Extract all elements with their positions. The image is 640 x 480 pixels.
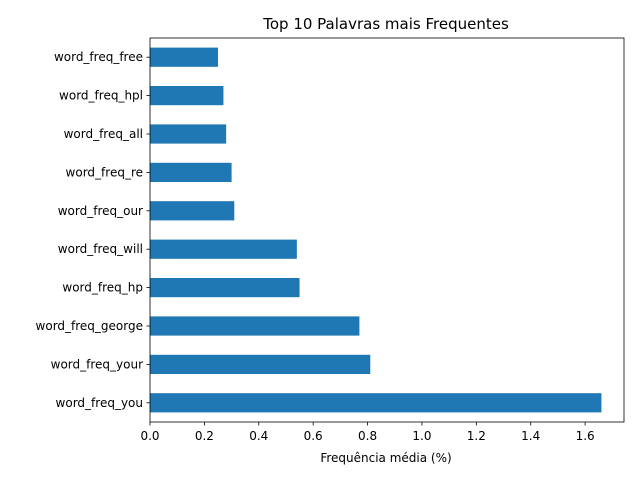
y-tick-label: word_freq_you bbox=[56, 396, 143, 410]
y-tick-label: word_freq_hpl bbox=[59, 89, 143, 103]
bar bbox=[150, 354, 371, 374]
y-tick-label: word_freq_your bbox=[51, 357, 143, 371]
x-tick-label: 0.0 bbox=[140, 429, 159, 443]
x-tick-label: 0.2 bbox=[195, 429, 214, 443]
y-tick-label: word_freq_hp bbox=[62, 281, 143, 295]
x-axis-title: Frequência média (%) bbox=[320, 451, 451, 465]
x-tick-label: 0.4 bbox=[249, 429, 268, 443]
bar bbox=[150, 162, 232, 182]
x-tick-label: 1.0 bbox=[412, 429, 431, 443]
x-tick-label: 1.2 bbox=[467, 429, 486, 443]
bar bbox=[150, 86, 224, 106]
y-tick-label: word_freq_george bbox=[36, 319, 143, 333]
y-tick-label: word_freq_our bbox=[58, 204, 143, 218]
x-tick-label: 0.6 bbox=[304, 429, 323, 443]
x-tick-label: 0.8 bbox=[358, 429, 377, 443]
bar bbox=[150, 124, 227, 144]
bar bbox=[150, 278, 300, 298]
y-tick-label: word_freq_will bbox=[58, 242, 143, 256]
x-tick-label: 1.6 bbox=[576, 429, 595, 443]
plot-area: word_freq_you word_freq_your word_freq_geo… bbox=[36, 37, 625, 443]
bar bbox=[150, 316, 360, 336]
bar bbox=[150, 47, 218, 67]
axes-frame bbox=[149, 37, 625, 423]
y-tick-label: word_freq_re bbox=[66, 165, 143, 179]
bar bbox=[150, 239, 297, 259]
y-tick-label: word_freq_free bbox=[54, 50, 143, 64]
y-tick-label: word_freq_all bbox=[64, 127, 143, 141]
bar bbox=[150, 393, 602, 413]
bar bbox=[150, 201, 235, 221]
chart-title: Top 10 Palavras mais Frequentes bbox=[262, 15, 509, 33]
x-tick-label: 1.4 bbox=[521, 429, 540, 443]
